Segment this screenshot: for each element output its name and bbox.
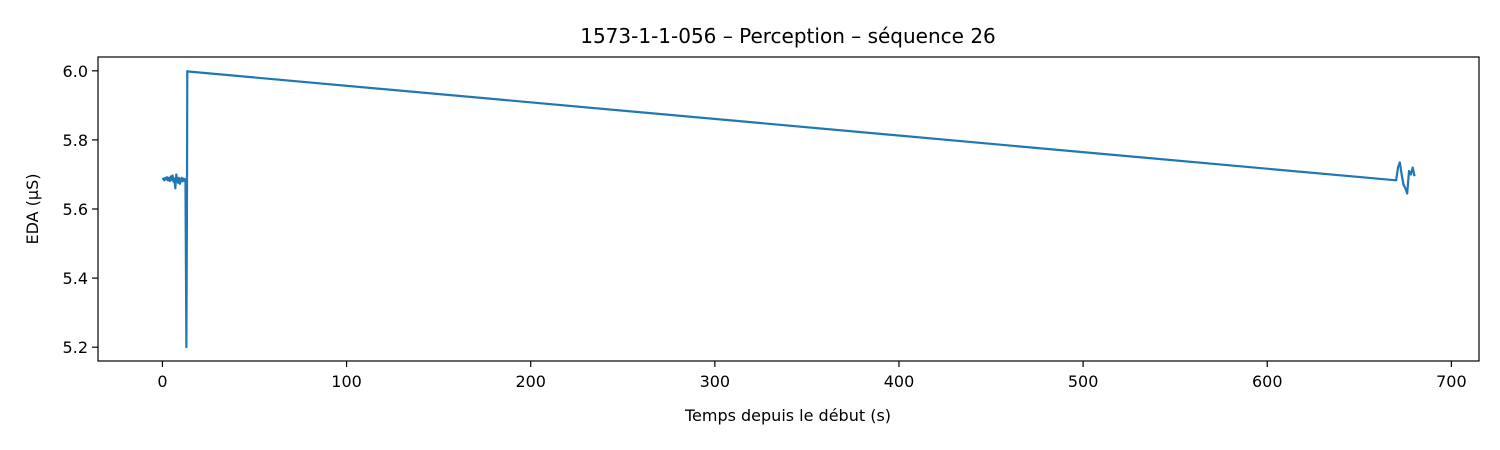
x-tick-label: 500 bbox=[1068, 372, 1099, 391]
series-line-0 bbox=[161, 70, 1416, 349]
plot-area bbox=[161, 70, 1416, 349]
y-axis-title: EDA (µS) bbox=[23, 174, 42, 245]
x-tick-label: 700 bbox=[1436, 372, 1467, 391]
y-tick-label: 5.8 bbox=[63, 131, 88, 150]
x-axis: 0 100 200 300 400 500 600 700 bbox=[157, 361, 1467, 391]
y-tick-label: 5.4 bbox=[63, 269, 88, 288]
axes-frame bbox=[97, 56, 1480, 362]
x-tick-label: 400 bbox=[884, 372, 915, 391]
x-tick-label: 200 bbox=[515, 372, 546, 391]
chart-title: 1573-1-1-056 – Perception – séquence 26 bbox=[580, 24, 996, 48]
y-tick-label: 5.2 bbox=[63, 338, 88, 357]
x-tick-label: 0 bbox=[157, 372, 167, 391]
x-tick-label: 100 bbox=[331, 372, 362, 391]
x-axis-title: Temps depuis le début (s) bbox=[684, 406, 891, 425]
x-tick-label: 300 bbox=[700, 372, 731, 391]
y-axis: 5.2 5.4 5.6 5.8 6.0 bbox=[63, 62, 98, 357]
x-tick-label: 600 bbox=[1252, 372, 1283, 391]
y-tick-label: 5.6 bbox=[63, 200, 88, 219]
y-tick-label: 6.0 bbox=[63, 62, 88, 81]
